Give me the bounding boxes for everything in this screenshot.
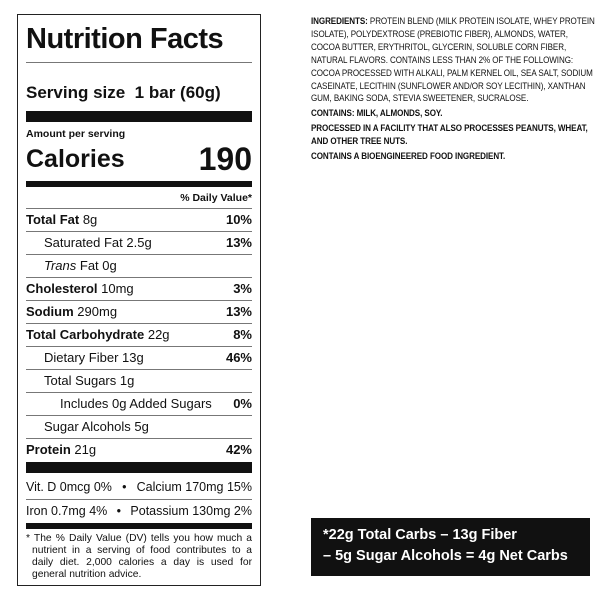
nutrient-row: Trans Fat 0g	[26, 254, 252, 277]
nutrient-row: Total Carbohydrate 22g 8%	[26, 323, 252, 346]
ingredients-list: INGREDIENTS: PROTEIN BLEND (MILK PROTEIN…	[311, 16, 595, 105]
serving-size: Serving size 1 bar (60g)	[26, 83, 221, 102]
facility-statement: PROCESSED IN A FACILITY THAT ALSO PROCES…	[311, 123, 588, 148]
nutrition-facts-label: Nutrition Facts Serving size 1 bar (60g)…	[17, 14, 261, 586]
vitamins-row-1: Vit. D 0mcg 0% • Calcium 170mg 15%	[26, 480, 252, 494]
nutrient-row: Sodium 290mg 13%	[26, 300, 252, 323]
vitamins-row-2: Iron 0.7mg 4% • Potassium 130mg 2%	[26, 499, 252, 522]
dv-header: % Daily Value*	[180, 192, 252, 204]
label-title: Nutrition Facts	[26, 23, 224, 55]
footnote: * The % Daily Value (DV) tells you how m…	[26, 533, 252, 580]
amount-per-serving: Amount per serving	[26, 128, 126, 140]
nutrient-row: Protein 21g 42%	[26, 438, 252, 461]
net-carbs-line-2: – 5g Sugar Alcohols = 4g Net Carbs	[323, 548, 568, 564]
bioengineered-statement: CONTAINS A BIOENGINEERED FOOD INGREDIENT…	[311, 151, 506, 163]
nutrient-row: Saturated Fat 2.5g 13%	[26, 231, 252, 254]
net-carbs-box: *22g Total Carbs – 13g Fiber – 5g Sugar …	[311, 518, 590, 576]
nutrient-row: Total Fat 8g 10%	[26, 208, 252, 231]
nutrient-row: Sugar Alcohols 5g	[26, 415, 252, 438]
calories-row: Calories 190	[26, 141, 252, 177]
net-carbs-line-1: *22g Total Carbs – 13g Fiber	[323, 527, 517, 543]
nutrient-row: Total Sugars 1g	[26, 369, 252, 392]
allergen-statement: CONTAINS: MILK, ALMONDS, SOY.	[311, 108, 443, 120]
nutrient-row: Includes 0g Added Sugars 0%	[26, 392, 252, 415]
thick-divider	[26, 111, 252, 122]
thick-divider	[26, 462, 252, 473]
medium-divider	[26, 181, 252, 187]
ingredients-panel: INGREDIENTS: PROTEIN BLEND (MILK PROTEIN…	[311, 16, 597, 166]
nutrient-row: Cholesterol 10mg 3%	[26, 277, 252, 300]
medium-divider	[26, 523, 252, 529]
nutrient-row: Dietary Fiber 13g 46%	[26, 346, 252, 369]
